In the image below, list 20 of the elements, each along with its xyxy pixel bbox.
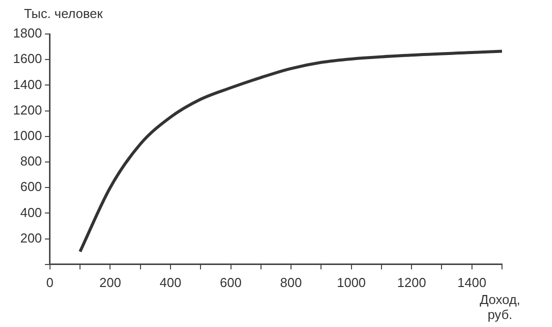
y-tick-label: 200 [20, 230, 42, 246]
x-tick-label: 1400 [457, 274, 486, 290]
y-tick-label: 1400 [13, 76, 42, 92]
y-axis-title: Тыс. человек [24, 6, 103, 21]
y-tick-label: 600 [20, 179, 42, 194]
x-tick-label: 800 [280, 274, 302, 290]
x-tick-label: 1200 [397, 274, 426, 290]
y-tick-label: 1200 [13, 102, 42, 118]
y-tick-label: 1600 [13, 51, 42, 66]
x-tick-label: 0 [46, 274, 54, 290]
x-axis-title: Доход, руб. [478, 292, 522, 322]
x-tick-label: 400 [160, 274, 182, 290]
y-tick-label: 800 [20, 154, 42, 169]
y-tick-label: 400 [20, 204, 42, 220]
x-tick-label: 1000 [336, 274, 366, 290]
y-tick-label: 1800 [13, 26, 42, 41]
x-tick-label: 200 [99, 274, 122, 290]
y-tick-label: 1000 [13, 128, 42, 143]
line-series [78, 50, 502, 254]
x-tick-label: 600 [220, 274, 242, 290]
